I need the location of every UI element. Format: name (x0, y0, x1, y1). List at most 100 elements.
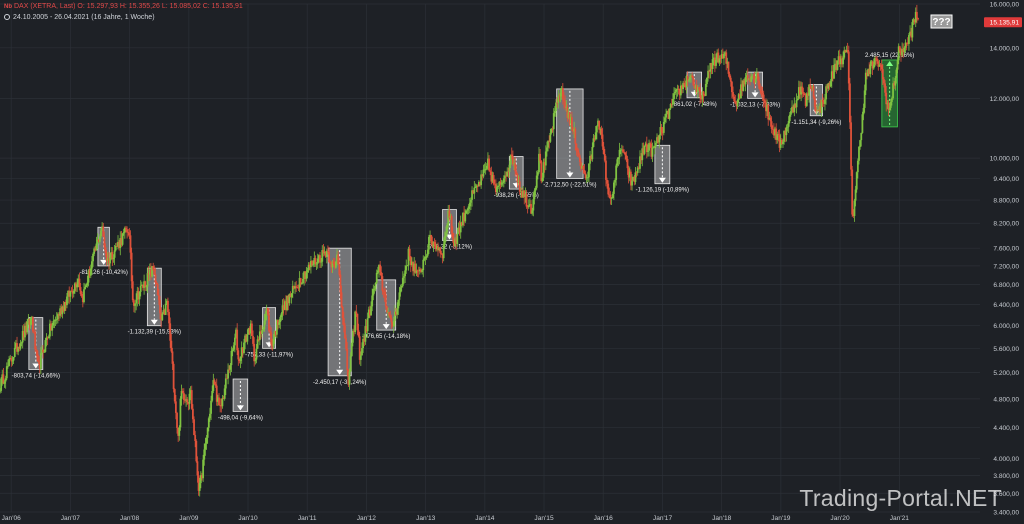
x-tick-label: Jan'13 (416, 515, 436, 522)
candle-body (492, 175, 495, 184)
candle-body (204, 443, 207, 450)
x-tick-label: Jan'15 (534, 515, 554, 522)
candle-body (255, 348, 258, 360)
candle-body (71, 290, 74, 294)
candle-body (511, 156, 514, 165)
candle-body (807, 93, 809, 96)
candle-body (741, 84, 744, 91)
candle-body (440, 253, 443, 255)
candle-body (617, 157, 620, 160)
candle-body (669, 104, 672, 109)
candle-body (423, 258, 426, 260)
candle-body (497, 185, 500, 187)
y-tick-label: 7.600,00 (993, 246, 1019, 253)
candle-body (829, 81, 832, 87)
candle-body (775, 128, 778, 140)
candle-body (332, 261, 335, 264)
candle-body (281, 305, 284, 314)
candle-body (348, 371, 351, 385)
candle-body (224, 378, 227, 389)
candle-body (712, 57, 715, 60)
candle-body (146, 273, 149, 287)
candle-body (472, 190, 475, 194)
candle-body (787, 121, 790, 127)
candle-body (384, 294, 387, 307)
candle-body (682, 82, 685, 90)
drawdown-annotation: -498,04 (-9,64%) (218, 378, 263, 421)
candle-body (631, 180, 633, 186)
candle-body (252, 335, 254, 344)
candle-body (648, 143, 650, 151)
candle-body (599, 128, 602, 130)
candle-body (748, 78, 750, 80)
candle-body (505, 175, 507, 177)
candle-body (914, 11, 917, 23)
annotation-label: -2.712,50 (-22,51%) (543, 182, 596, 188)
candle-body (45, 337, 48, 341)
candle-body (84, 287, 87, 290)
candle-body (540, 160, 543, 182)
candle-body (881, 69, 884, 80)
candle-body (109, 257, 111, 264)
candle-body (49, 323, 51, 337)
candle-body (490, 171, 493, 182)
candle-body (395, 311, 397, 315)
y-tick-label: 16.000,00 (990, 2, 1020, 9)
candle-body (192, 408, 194, 420)
candle-body (216, 397, 219, 402)
candle-body (432, 242, 435, 247)
candle-body (147, 273, 150, 275)
candle-body (321, 250, 324, 262)
candle-body (523, 190, 526, 198)
candle-body (81, 296, 84, 303)
candle-body (607, 183, 610, 195)
candle-body (905, 42, 908, 44)
candle-body (517, 181, 520, 183)
candle-body (235, 329, 237, 338)
candle-body (297, 287, 300, 289)
candle-body (810, 86, 813, 89)
candle-body (795, 100, 798, 108)
candle-body (704, 83, 707, 96)
candle-body (793, 103, 796, 113)
candle-body (585, 177, 588, 179)
candle-body (249, 323, 252, 334)
candle-body (548, 140, 551, 142)
candle-body (779, 140, 782, 148)
candle-body (833, 64, 835, 79)
y-tick-label: 8.200,00 (993, 221, 1019, 228)
candle-body (602, 146, 605, 155)
question-badge (930, 14, 953, 29)
candle-body (777, 134, 780, 136)
candle-body (640, 156, 643, 161)
candle-body (243, 342, 245, 353)
candle-body (5, 366, 8, 379)
y-tick-label: 6.400,00 (993, 302, 1019, 309)
candle-body (174, 401, 177, 413)
candle-body (860, 132, 863, 141)
candle-body (498, 181, 501, 186)
candle-body (207, 418, 210, 428)
candle-body (767, 104, 770, 120)
candle-body (551, 128, 554, 130)
candle-body (199, 475, 202, 484)
candle-body (278, 322, 281, 325)
candle-body (720, 54, 723, 59)
annotation-label: -976,65 (-14,18%) (362, 334, 410, 340)
candle-body (279, 317, 282, 323)
candle-body (442, 244, 445, 259)
candle-body (580, 161, 582, 169)
candle-body (751, 76, 754, 77)
candle-body (555, 102, 557, 112)
candle-body (230, 350, 233, 366)
watermark: Trading-Portal.NET (799, 485, 1002, 511)
candle-body (369, 309, 371, 316)
candle-body (280, 313, 283, 318)
candle-body (643, 145, 646, 154)
candle-body (866, 72, 868, 77)
candle-body (502, 178, 505, 183)
candle-body (724, 52, 726, 55)
candle-body (342, 318, 345, 326)
candle-body (808, 84, 810, 96)
